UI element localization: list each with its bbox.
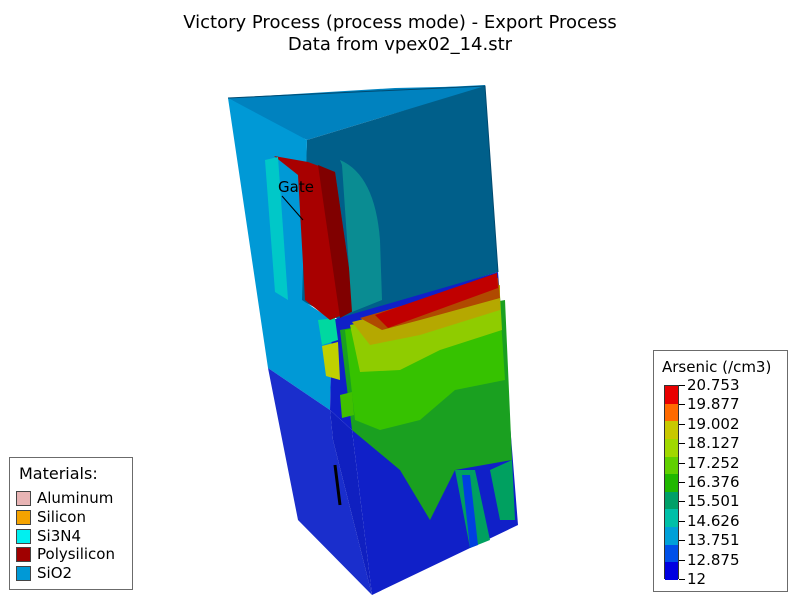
colorbar-tick [679, 579, 685, 580]
colorbar-segment [665, 544, 678, 563]
colorbar-tick [679, 423, 685, 425]
colorbar-tick [679, 559, 685, 561]
swatch-sio2 [16, 565, 31, 581]
colorbar-tick-label: 15.501 [687, 492, 740, 511]
colorbar-segment [665, 491, 678, 510]
colorbar-tick [679, 443, 685, 445]
contour-yellow-pocket [322, 342, 340, 380]
contour-blue-band [462, 475, 478, 548]
colorbar-tick [679, 520, 685, 522]
box-edges [227, 85, 499, 273]
legend-label: SiO2 [37, 564, 73, 582]
colorbar-tick-label: 17.252 [687, 453, 740, 472]
spacer-right [340, 160, 382, 312]
front-face-lower [268, 368, 372, 595]
colorbar-segment [665, 421, 678, 440]
plot-title: Victory Process (process mode) - Export … [0, 12, 800, 56]
colorbar-tick-label: 12.875 [687, 550, 740, 569]
legend-label: Polysilicon [37, 545, 115, 563]
contour-teal-right [490, 460, 515, 520]
gate-label: Gate [278, 178, 314, 196]
top-face-main [228, 86, 485, 140]
colorbar-tick [679, 404, 685, 406]
colorbar-segment [665, 527, 678, 546]
title-line-1: Victory Process (process mode) - Export … [183, 12, 617, 33]
colorbar-tick [679, 501, 685, 503]
colorbar-tick-label: 20.753 [687, 376, 740, 394]
colorbar-header: Arsenic (/cm3) [662, 358, 772, 376]
legend-item-polysilicon: Polysilicon [16, 545, 115, 563]
colorbar-tick-label: 19.002 [687, 414, 740, 433]
materials-legend: Materials: Aluminum Silicon Si3N4 Polysi… [9, 457, 133, 590]
title-line-2: Data from vpex02_14.str [287, 34, 513, 55]
colorbar-segment [665, 403, 678, 422]
colorbar-segment [665, 474, 678, 493]
colorbar-segment [665, 386, 678, 405]
colorbar-segment [665, 438, 678, 458]
gate-leader-line [281, 195, 304, 221]
colorbar-tick-label: 19.877 [687, 395, 740, 414]
legend-item-silicon: Silicon [16, 508, 86, 526]
legend-label: Aluminum [37, 489, 114, 507]
colorbar-segment [665, 456, 678, 475]
colorbar-tick [679, 385, 685, 386]
colorbar-segment [665, 562, 678, 581]
contour-green-pocket [340, 392, 354, 418]
colorbar-tick [679, 540, 685, 542]
legend-label: Si3N4 [37, 527, 81, 545]
swatch-si3n4 [16, 528, 31, 544]
oxide-slit [333, 464, 342, 506]
colorbar-tick-label: 14.626 [687, 511, 740, 530]
materials-legend-header: Materials: [19, 464, 98, 483]
swatch-aluminum [16, 490, 31, 506]
legend-label: Silicon [37, 508, 86, 526]
colorbar-tick-label: 12 [687, 570, 707, 588]
colorbar-tick-label: 16.376 [687, 473, 740, 491]
gate-polysilicon-side [318, 165, 355, 318]
contour-cyan-pocket [318, 318, 338, 345]
spacer-left [265, 157, 288, 300]
swatch-silicon [16, 509, 31, 525]
colorbar-tick-label: 18.127 [687, 434, 740, 453]
legend-item-aluminum: Aluminum [16, 489, 113, 507]
arsenic-colorbar-legend: Arsenic (/cm3) 20.753 19.877 19.002 18.127 1… [653, 350, 788, 592]
legend-item-si3n4: Si3N4 [16, 527, 81, 545]
colorbar-tick [679, 482, 685, 483]
contour-red [375, 273, 498, 328]
legend-item-sio2: SiO2 [16, 564, 72, 582]
front-face-lower-2 [330, 410, 372, 595]
colorbar-segment [665, 509, 678, 528]
colorbar [664, 385, 679, 581]
swatch-polysilicon [16, 546, 31, 562]
colorbar-tick-label: 13.751 [687, 531, 740, 550]
colorbar-tick [679, 462, 685, 464]
